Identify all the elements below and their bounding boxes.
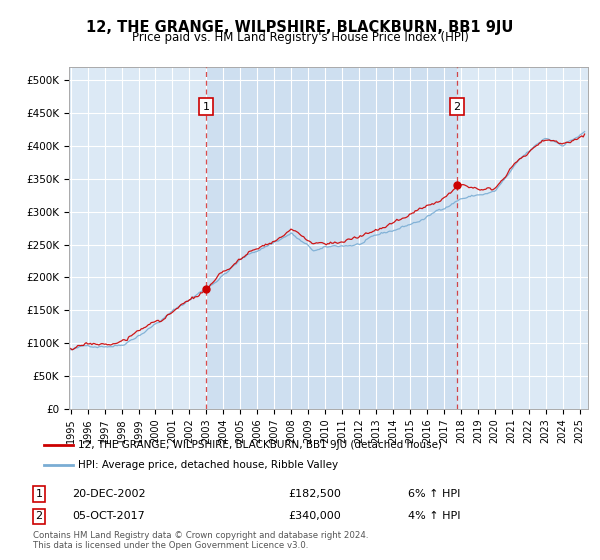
Text: 20-DEC-2002: 20-DEC-2002 [72, 489, 146, 499]
Bar [206, 67, 457, 409]
Text: £182,500: £182,500 [288, 489, 341, 499]
Text: 6% ↑ HPI: 6% ↑ HPI [408, 489, 460, 499]
Text: 1: 1 [202, 101, 209, 111]
Text: £340,000: £340,000 [288, 511, 341, 521]
Text: 12, THE GRANGE, WILPSHIRE, BLACKBURN, BB1 9JU (detached house): 12, THE GRANGE, WILPSHIRE, BLACKBURN, BB… [78, 440, 442, 450]
Text: 2: 2 [35, 511, 43, 521]
Text: Contains HM Land Registry data © Crown copyright and database right 2024.
This d: Contains HM Land Registry data © Crown c… [33, 531, 368, 550]
Text: 4% ↑ HPI: 4% ↑ HPI [408, 511, 461, 521]
Text: 2: 2 [454, 101, 460, 111]
Text: 12, THE GRANGE, WILPSHIRE, BLACKBURN, BB1 9JU: 12, THE GRANGE, WILPSHIRE, BLACKBURN, BB… [86, 20, 514, 35]
Text: 1: 1 [35, 489, 43, 499]
Text: 05-OCT-2017: 05-OCT-2017 [72, 511, 145, 521]
Text: Price paid vs. HM Land Registry's House Price Index (HPI): Price paid vs. HM Land Registry's House … [131, 31, 469, 44]
Text: HPI: Average price, detached house, Ribble Valley: HPI: Average price, detached house, Ribb… [78, 460, 338, 470]
